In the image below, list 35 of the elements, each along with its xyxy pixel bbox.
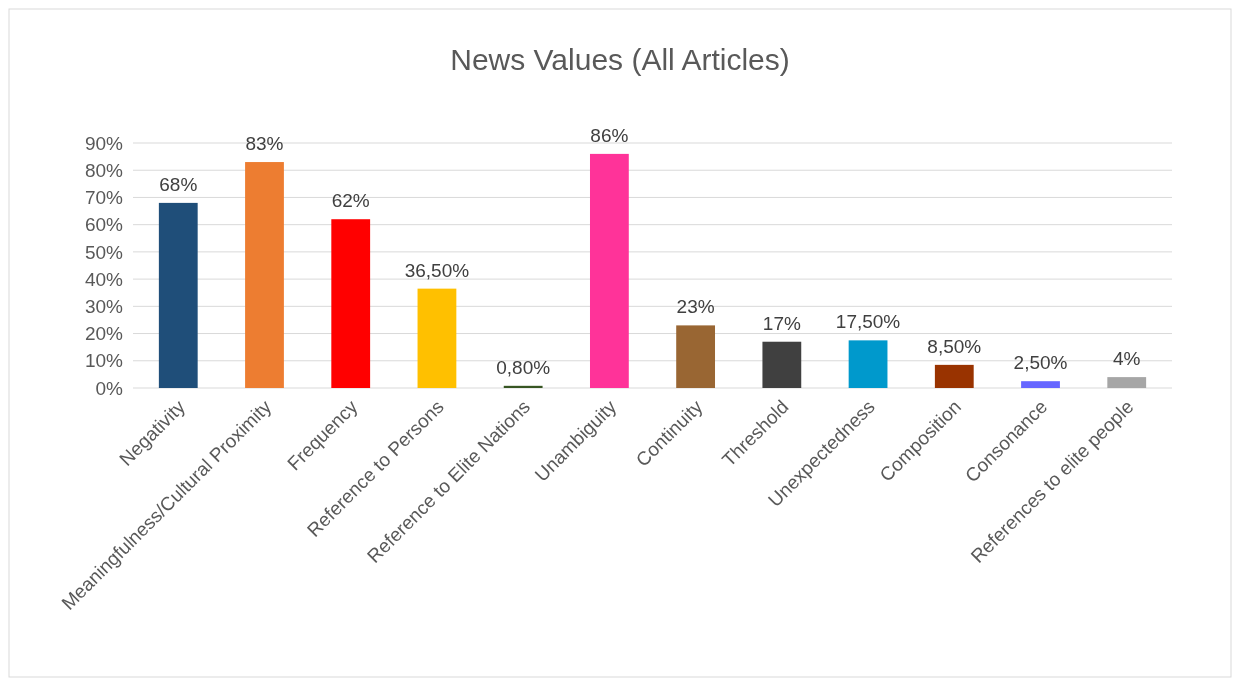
data-label: 17%: [762, 312, 801, 334]
y-tick-label: 10%: [84, 350, 124, 372]
data-label: 8,50%: [927, 335, 982, 357]
y-tick-label: 0%: [95, 377, 124, 399]
bar: [848, 340, 888, 388]
data-label: 62%: [331, 190, 370, 212]
bar: [503, 385, 543, 388]
y-tick-label: 70%: [84, 187, 124, 209]
bar: [762, 341, 802, 388]
data-label: 83%: [245, 133, 284, 155]
bar: [1107, 377, 1147, 388]
data-label: 2,50%: [1013, 352, 1068, 374]
bar: [934, 364, 974, 388]
y-tick-label: 40%: [84, 268, 124, 290]
bar: [1021, 381, 1060, 388]
bar: [417, 288, 457, 388]
bar: [245, 162, 284, 388]
chart-title: News Values (All Articles): [450, 43, 790, 76]
bar: [158, 202, 198, 388]
data-label: 4%: [1113, 348, 1141, 370]
data-label: 68%: [159, 173, 198, 195]
y-tick-label: 60%: [84, 214, 124, 236]
y-tick-label: 20%: [84, 323, 124, 345]
data-label: 0,80%: [496, 356, 551, 378]
y-tick-label: 30%: [84, 295, 124, 317]
y-tick-label: 90%: [84, 132, 124, 154]
bar: [676, 325, 716, 388]
bar: [589, 153, 629, 388]
data-label: 36,50%: [404, 259, 470, 281]
data-label: 86%: [590, 124, 629, 146]
data-label: 23%: [676, 296, 715, 318]
bar: [331, 219, 371, 388]
data-label: 17,50%: [835, 311, 901, 333]
y-tick-label: 80%: [84, 159, 124, 181]
y-tick-label: 50%: [84, 241, 124, 263]
